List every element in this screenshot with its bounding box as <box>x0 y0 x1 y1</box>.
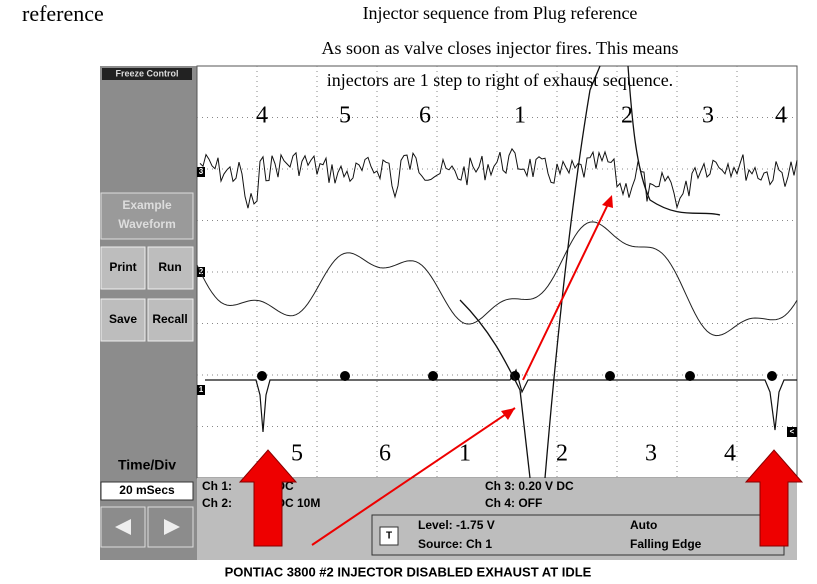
trace-dot <box>605 371 615 381</box>
trigger-level: Level: -1.75 V <box>418 518 495 532</box>
sequence-number: 3 <box>702 103 714 129</box>
button-label: Save <box>109 312 137 326</box>
page: Freeze Control Example Waveform Print Ru… <box>0 0 817 584</box>
channel-marker-label: 3 <box>199 167 204 176</box>
button-label: Print <box>109 260 136 274</box>
time-div-label: Time/Div <box>118 457 176 473</box>
sequence-number: 3 <box>645 441 657 467</box>
ch2-label: Ch 2: <box>202 496 232 510</box>
freeze-label: Freeze Control <box>115 68 178 78</box>
button-label: Example <box>122 198 172 212</box>
button-label: Waveform <box>118 217 176 231</box>
reference-label: reference <box>22 1 104 26</box>
trace-dot <box>257 371 267 381</box>
button-label: Run <box>158 260 181 274</box>
sequence-number: 2 <box>556 441 568 467</box>
trigger-source: Source: Ch 1 <box>418 537 492 551</box>
trigger-mode: Auto <box>630 518 657 532</box>
annotation-line: Injector sequence from Plug reference <box>363 3 638 23</box>
time-div-value: 20 mSecs <box>119 483 175 497</box>
trace-dot <box>685 371 695 381</box>
sequence-number: 4 <box>724 441 736 467</box>
trace-dot <box>428 371 438 381</box>
button-label: Recall <box>152 312 187 326</box>
ch3-status: Ch 3: 0.20 V DC <box>485 479 574 493</box>
annotation-line: As soon as valve closes injector fires. … <box>321 38 678 58</box>
screenshot: Freeze Control Example Waveform Print Ru… <box>0 0 817 584</box>
sequence-number: 2 <box>621 103 633 129</box>
sequence-number: 1 <box>514 103 526 129</box>
sequence-number: 5 <box>339 103 351 129</box>
trace-dot <box>767 371 777 381</box>
ch1-label: Ch 1: <box>202 479 232 493</box>
sequence-number: 5 <box>291 441 303 467</box>
sequence-number: 4 <box>775 103 787 129</box>
sequence-number: 4 <box>256 103 268 129</box>
sequence-number: 6 <box>379 441 391 467</box>
ch4-status: Ch 4: OFF <box>485 496 542 510</box>
trigger-edge: Falling Edge <box>630 537 702 551</box>
annotation-line: injectors are 1 step to right of exhaust… <box>327 70 673 90</box>
trigger-icon-label: T <box>386 531 392 542</box>
channel-marker-label: 1 <box>199 385 204 394</box>
trace-dot <box>340 371 350 381</box>
sequence-number: 6 <box>419 103 431 129</box>
caption: PONTIAC 3800 #2 INJECTOR DISABLED EXHAUS… <box>225 564 592 579</box>
trigger-marker-label: < <box>790 427 795 436</box>
